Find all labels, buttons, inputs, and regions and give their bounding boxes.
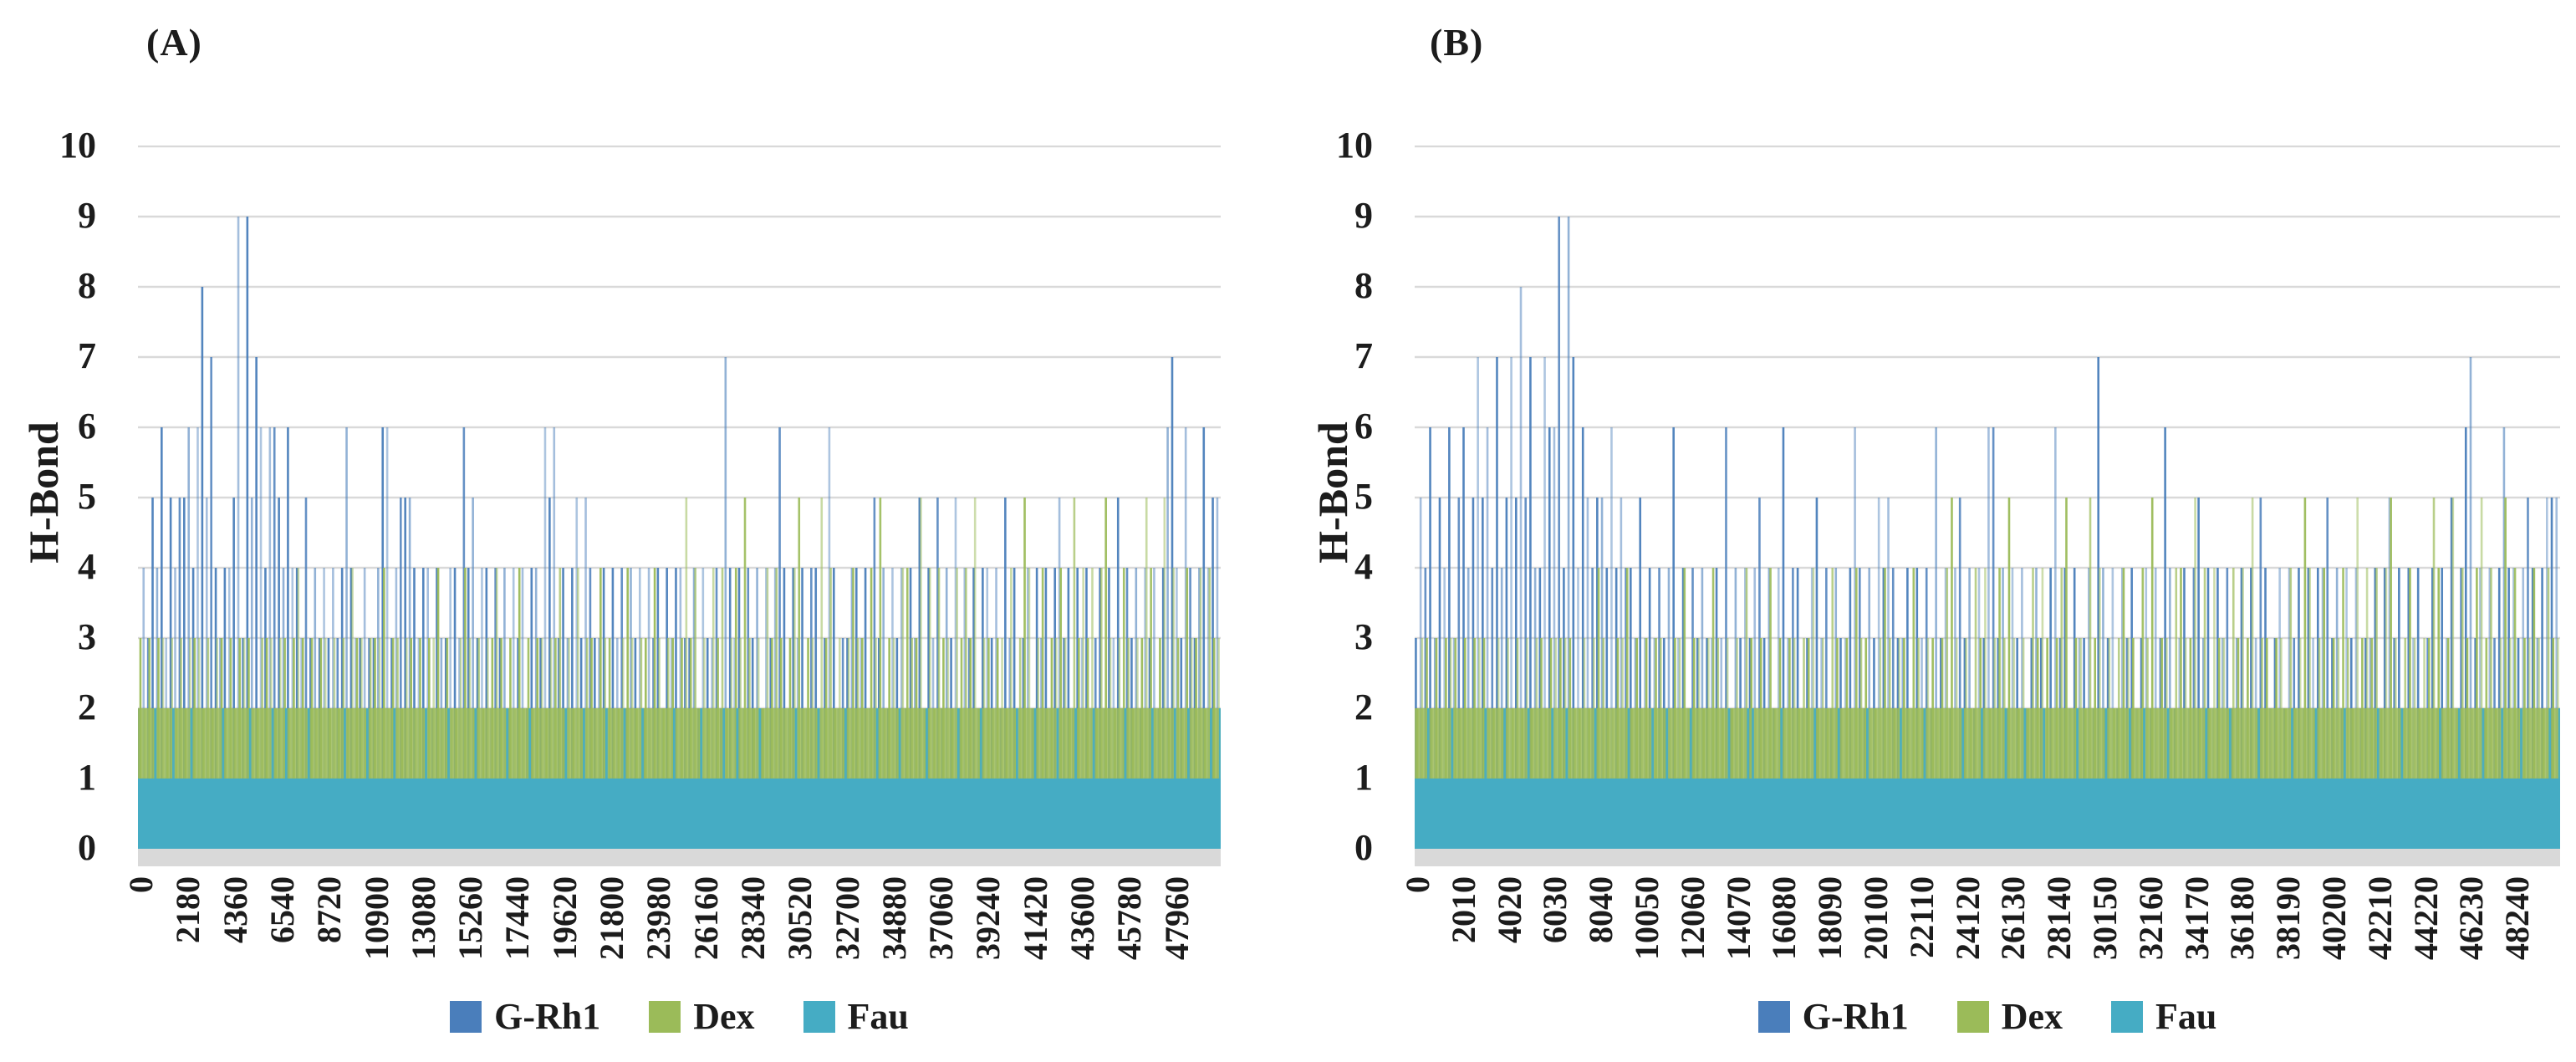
panel-B: (B) H-Bond 10 9 8 7 6 5 4 3 2 1 0 0 2010 4020 6030 804… bbox=[1288, 0, 2576, 1062]
x-tick-label: 15260 bbox=[451, 876, 490, 960]
y-tick-label: 9 bbox=[78, 195, 96, 236]
x-tick-label: 10900 bbox=[357, 876, 395, 960]
legend-label: Fau bbox=[847, 996, 909, 1037]
y-tick-label: 2 bbox=[1354, 687, 1373, 728]
x-tick-label: 43600 bbox=[1064, 876, 1102, 960]
legend-swatch-icon bbox=[2111, 1000, 2144, 1033]
x-tick-label: 34170 bbox=[2177, 876, 2216, 960]
x-tick-label: 8040 bbox=[1582, 876, 1620, 943]
y-tick-label: 4 bbox=[78, 546, 96, 587]
y-tick-label: 5 bbox=[78, 476, 96, 517]
x-tick-label: 17440 bbox=[498, 876, 537, 960]
x-tick-label: 26130 bbox=[1994, 876, 2033, 960]
legend: G-Rh1 Dex Fau bbox=[138, 995, 1221, 1038]
legend-label: Fau bbox=[2155, 996, 2217, 1037]
legend-item-dex: Dex bbox=[1956, 995, 2063, 1038]
x-tick-label: 12060 bbox=[1673, 876, 1711, 960]
x-tick-label: 0 bbox=[122, 876, 160, 893]
x-tick-label: 30150 bbox=[2086, 876, 2124, 960]
legend-item-fau: Fau bbox=[2111, 995, 2216, 1038]
x-tick-label: 39240 bbox=[969, 876, 1007, 960]
y-tick-label: 5 bbox=[1354, 476, 1373, 517]
y-tick-label: 0 bbox=[78, 827, 96, 868]
x-tick-label: 45780 bbox=[1110, 876, 1149, 960]
x-tick-label: 47960 bbox=[1157, 876, 1196, 960]
x-tick-label: 24120 bbox=[1948, 876, 1987, 960]
x-tick-label: 4360 bbox=[216, 876, 254, 943]
plot-area bbox=[1415, 146, 2560, 850]
x-tick-label: 38190 bbox=[2269, 876, 2308, 960]
y-tick-label: 7 bbox=[1354, 335, 1373, 376]
x-tick-label: 18090 bbox=[1811, 876, 1849, 960]
x-tick-label: 41420 bbox=[1016, 876, 1054, 960]
x-tick-label: 2180 bbox=[169, 876, 207, 943]
baseline-strip bbox=[138, 850, 1221, 866]
x-tick-label: 26160 bbox=[686, 876, 725, 960]
y-tick-label: 10 bbox=[1336, 125, 1373, 166]
x-tick-label: 48240 bbox=[2498, 876, 2537, 960]
y-tick-label: 1 bbox=[78, 757, 96, 798]
y-tick-label: 6 bbox=[78, 406, 96, 447]
panel-A: (A) H-Bond 10 9 8 7 6 5 4 3 2 1 0 0 2180 4360 6540 872… bbox=[20, 21, 1221, 1038]
x-tick-label: 6540 bbox=[263, 876, 301, 943]
y-tick-label: 1 bbox=[1354, 757, 1373, 798]
x-tick-label: 6030 bbox=[1536, 876, 1574, 943]
y-tick-label: 9 bbox=[1354, 195, 1373, 236]
x-tick-label: 8720 bbox=[310, 876, 349, 943]
legend-swatch-icon bbox=[1956, 1000, 1989, 1033]
x-tick-label: 2010 bbox=[1444, 876, 1482, 943]
x-tick-label: 14070 bbox=[1719, 876, 1757, 960]
legend-label: G-Rh1 bbox=[1802, 996, 1909, 1037]
x-tick-label: 23980 bbox=[640, 876, 678, 960]
x-tick-label: 28140 bbox=[2040, 876, 2079, 960]
x-tick-label: 10050 bbox=[1628, 876, 1665, 960]
y-tick-label: 6 bbox=[1354, 406, 1373, 447]
x-tick-label: 0 bbox=[1399, 876, 1436, 893]
y-tick-label: 3 bbox=[1354, 616, 1373, 657]
legend-label: Dex bbox=[693, 996, 755, 1037]
x-tick-label: 46230 bbox=[2452, 876, 2491, 960]
legend-item-fau: Fau bbox=[803, 995, 909, 1038]
y-tick-label: 7 bbox=[78, 335, 96, 376]
legend-item-g-rh1: G-Rh1 bbox=[1757, 995, 1909, 1038]
baseline-strip bbox=[1415, 850, 2560, 866]
x-tick-label: 40200 bbox=[2315, 876, 2353, 960]
x-tick-label: 37060 bbox=[922, 876, 961, 960]
x-tick-label: 30520 bbox=[781, 876, 819, 960]
x-tick-label: 13080 bbox=[404, 876, 442, 960]
legend-label: Dex bbox=[2001, 996, 2063, 1037]
x-tick-label: 34880 bbox=[875, 876, 913, 960]
y-tick-label: 2 bbox=[78, 687, 96, 728]
legend-swatch-icon bbox=[649, 1000, 681, 1033]
x-tick-label: 42210 bbox=[2360, 876, 2399, 960]
legend-swatch-icon bbox=[450, 1000, 482, 1033]
x-tick-label: 36180 bbox=[2223, 876, 2262, 960]
panel-title: (B) bbox=[1430, 21, 1484, 64]
y-tick-label: 0 bbox=[1354, 827, 1373, 868]
legend-item-dex: Dex bbox=[649, 995, 755, 1038]
y-tick-label: 8 bbox=[1354, 265, 1373, 306]
x-tick-label: 20100 bbox=[1857, 876, 1895, 960]
legend: G-Rh1 Dex Fau bbox=[1415, 995, 2560, 1038]
panel-title: (A) bbox=[146, 21, 202, 64]
x-tick-label: 4020 bbox=[1490, 876, 1528, 943]
y-tick-label: 3 bbox=[78, 616, 96, 657]
legend-swatch-icon bbox=[803, 1000, 835, 1033]
y-tick-label: 10 bbox=[59, 125, 96, 166]
plot-area bbox=[138, 146, 1221, 850]
legend-item-g-rh1: G-Rh1 bbox=[450, 995, 600, 1038]
y-tick-label: 4 bbox=[1354, 546, 1373, 587]
x-tick-label: 28340 bbox=[733, 876, 772, 960]
x-tick-label: 32700 bbox=[828, 876, 866, 960]
legend-label: G-Rh1 bbox=[494, 996, 601, 1037]
x-tick-label: 32160 bbox=[2131, 876, 2170, 960]
x-tick-label: 44220 bbox=[2406, 876, 2445, 960]
x-tick-label: 21800 bbox=[593, 876, 631, 960]
x-tick-label: 19620 bbox=[545, 876, 584, 960]
legend-swatch-icon bbox=[1757, 1000, 1790, 1033]
x-tick-label: 16080 bbox=[1765, 876, 1803, 960]
y-tick-label: 8 bbox=[78, 265, 96, 306]
x-tick-label: 22110 bbox=[1902, 876, 1941, 958]
